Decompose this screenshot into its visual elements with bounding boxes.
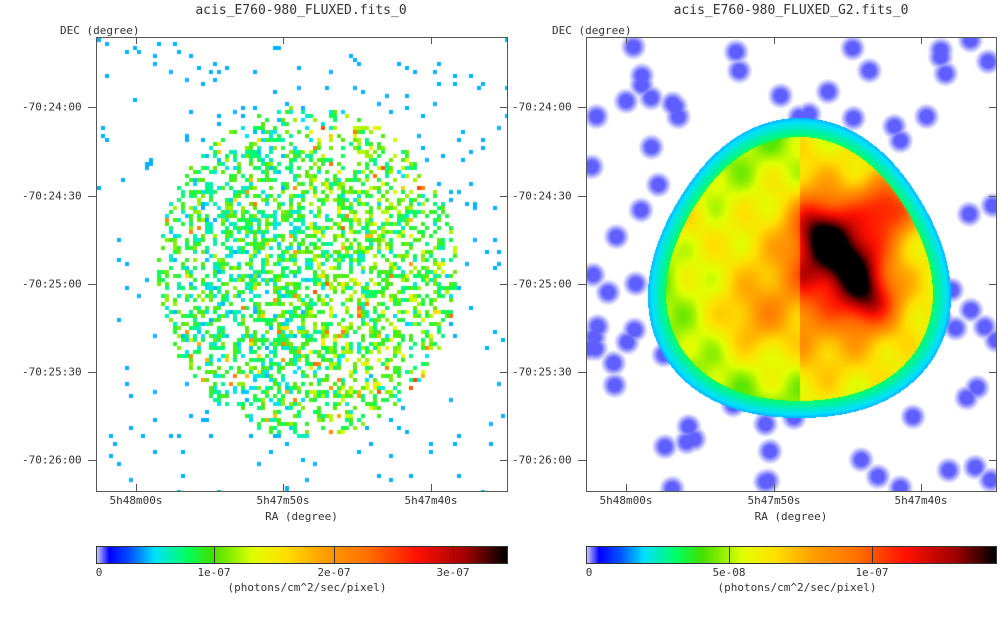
x-tick-label: 5h47m40s xyxy=(404,494,458,507)
y-tick xyxy=(500,284,508,285)
x-tick xyxy=(136,37,137,44)
colorbar-tick xyxy=(453,546,454,563)
y-tick xyxy=(88,107,96,108)
y-tick xyxy=(578,460,586,461)
left-y-axis-label: DEC (degree) xyxy=(60,24,140,37)
y-tick xyxy=(500,107,508,108)
right-plot-frame xyxy=(586,37,997,492)
y-tick xyxy=(578,284,586,285)
x-tick-label: 5h48m00s xyxy=(599,494,653,507)
colorbar-tick xyxy=(334,546,335,563)
left-colorbar-label: (photons/cm^2/sec/pixel) xyxy=(227,581,387,594)
x-tick xyxy=(136,484,137,492)
y-tick xyxy=(500,460,508,461)
x-tick xyxy=(431,37,432,44)
x-tick xyxy=(283,484,284,492)
right-colorbar xyxy=(586,546,997,564)
y-tick xyxy=(88,196,96,197)
y-tick xyxy=(989,372,997,373)
colorbar-tick-label: 1e-07 xyxy=(197,566,231,579)
x-axis-label: RA (degree) xyxy=(265,510,338,523)
y-tick-label: -70:26:00 xyxy=(512,453,572,467)
x-tick xyxy=(626,37,627,44)
y-tick xyxy=(989,284,997,285)
y-tick xyxy=(578,196,586,197)
x-tick-label: 5h47m40s xyxy=(894,494,948,507)
left-colorbar xyxy=(96,546,508,564)
right-colorbar-label: (photons/cm^2/sec/pixel) xyxy=(717,581,877,594)
colorbar-tick xyxy=(214,546,215,563)
colorbar-tick-label: 5e-08 xyxy=(712,566,746,579)
y-tick-label: -70:26:00 xyxy=(22,453,82,467)
left-panel-title: acis_E760-980_FLUXED.fits_0 xyxy=(195,3,407,18)
x-tick-label: 5h47m50s xyxy=(747,494,801,507)
right-y-axis-label: DEC (degree) xyxy=(552,24,632,37)
x-tick xyxy=(921,37,922,44)
x-tick-label: 5h47m50s xyxy=(256,494,310,507)
y-tick xyxy=(500,372,508,373)
x-tick xyxy=(774,37,775,44)
colorbar-tick-label: 3e-07 xyxy=(436,566,470,579)
x-tick-label: 5h48m00s xyxy=(109,494,163,507)
y-tick xyxy=(989,107,997,108)
y-tick-label: -70:24:00 xyxy=(512,100,572,114)
y-tick xyxy=(88,372,96,373)
x-tick xyxy=(626,484,627,492)
y-tick xyxy=(989,460,997,461)
colorbar-tick-label: 0 xyxy=(95,566,103,579)
x-axis-label: RA (degree) xyxy=(754,510,828,523)
y-tick xyxy=(989,196,997,197)
y-tick-label: -70:24:00 xyxy=(22,100,82,114)
colorbar-tick xyxy=(872,546,873,563)
y-tick-label: -70:24:30 xyxy=(22,189,82,203)
y-tick xyxy=(578,107,586,108)
colorbar-tick-label: 1e-07 xyxy=(855,566,889,579)
right-panel-title: acis_E760-980_FLUXED_G2.fits_0 xyxy=(673,3,909,18)
y-tick xyxy=(88,284,96,285)
left-image-canvas[interactable] xyxy=(97,38,507,491)
x-tick xyxy=(283,37,284,44)
colorbar-tick-label: 0 xyxy=(585,566,593,579)
y-tick xyxy=(88,460,96,461)
x-tick xyxy=(774,484,775,492)
y-tick-label: -70:24:30 xyxy=(512,189,572,203)
colorbar-tick-label: 2e-07 xyxy=(317,566,351,579)
x-tick xyxy=(431,484,432,492)
y-tick-label: -70:25:30 xyxy=(512,365,572,379)
colorbar-tick xyxy=(729,546,730,563)
y-tick-label: -70:25:00 xyxy=(22,277,82,291)
right-image-canvas[interactable] xyxy=(587,38,997,491)
x-tick xyxy=(921,484,922,492)
y-tick xyxy=(500,196,508,197)
y-tick xyxy=(578,372,586,373)
left-plot-frame xyxy=(96,37,508,492)
y-tick-label: -70:25:00 xyxy=(512,277,572,291)
y-tick-label: -70:25:30 xyxy=(22,365,82,379)
